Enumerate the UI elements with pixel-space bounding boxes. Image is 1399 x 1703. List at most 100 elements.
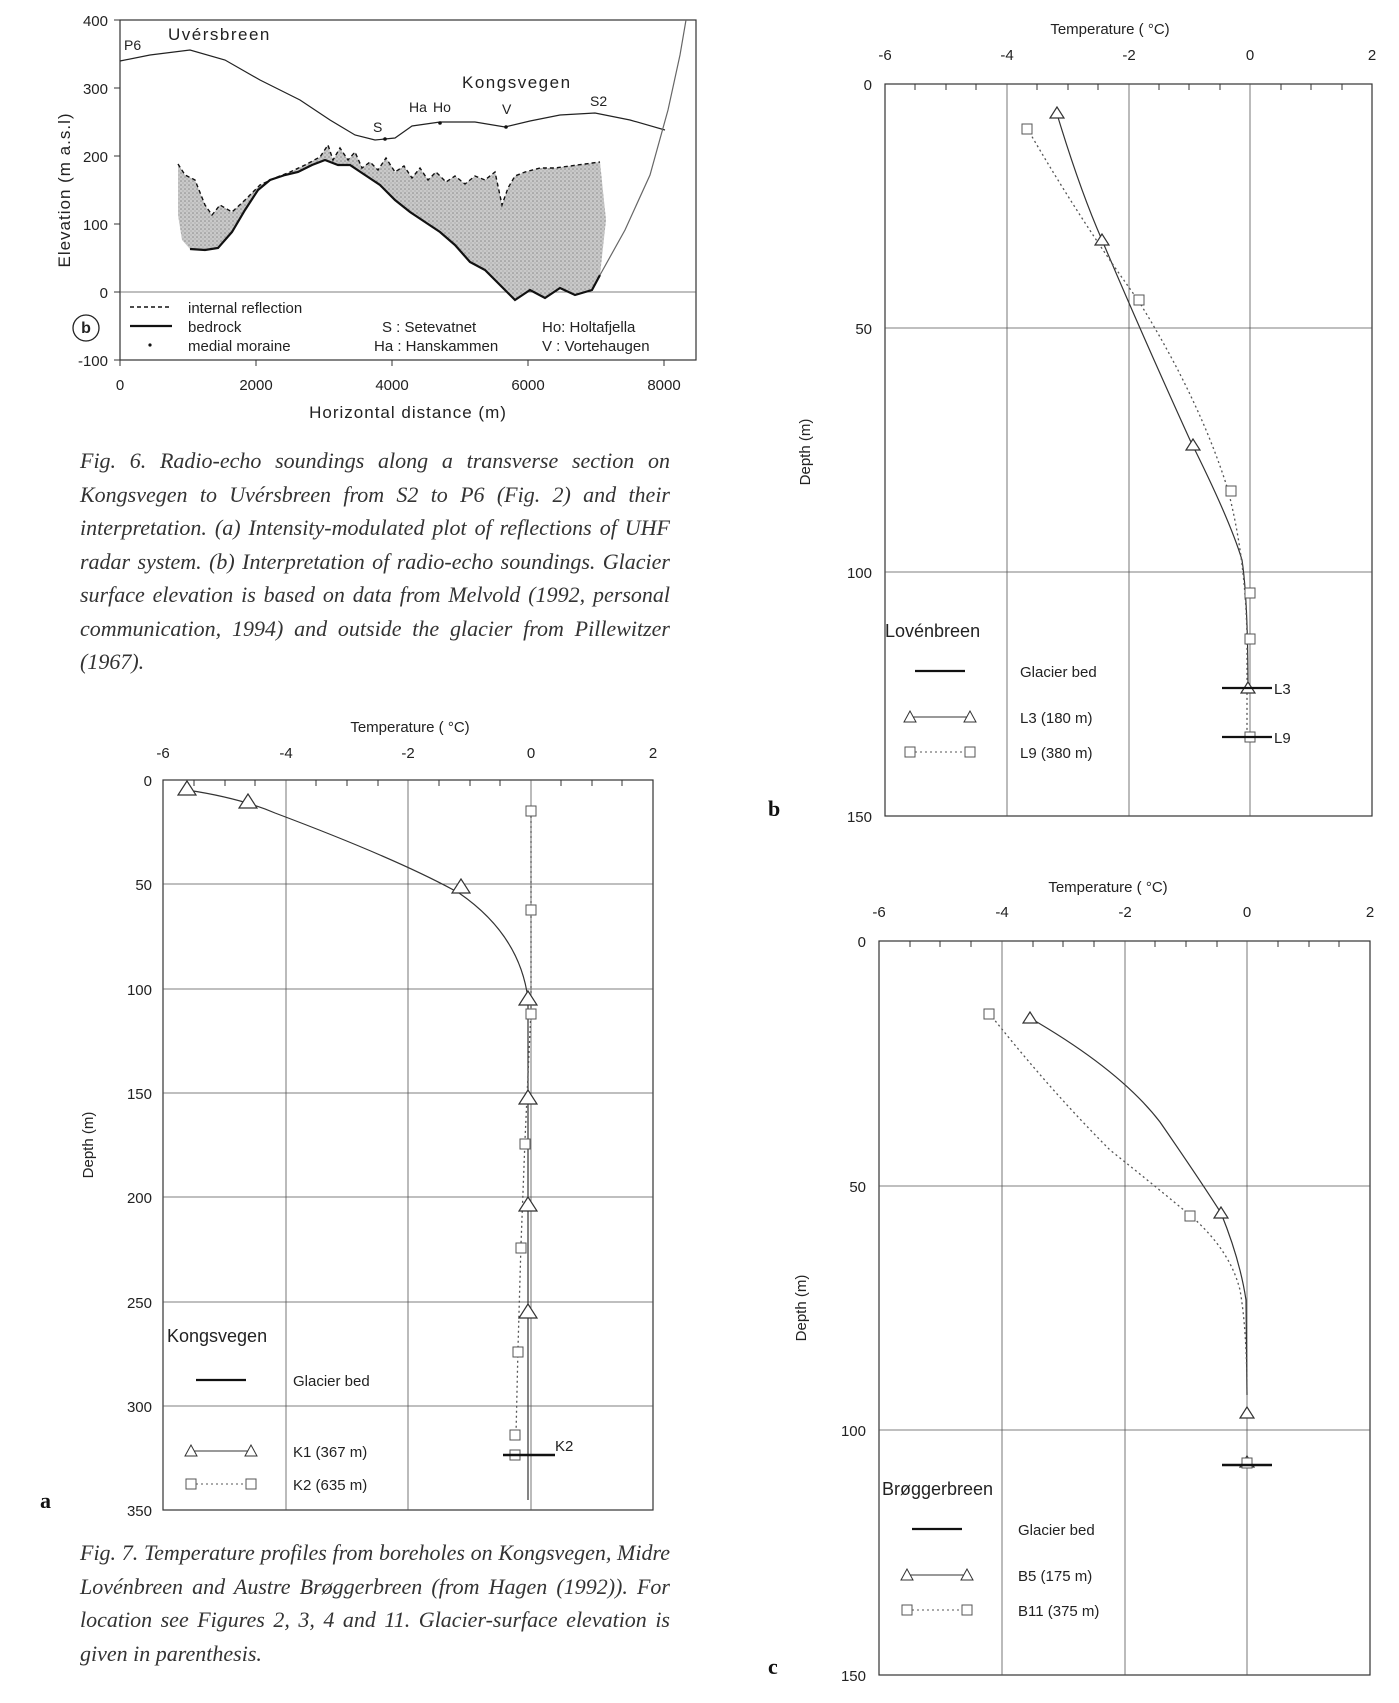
fig7c-yticks: 0 50 100 150: [841, 934, 866, 1685]
ice-body: [178, 145, 606, 300]
fig6-xlabel: Horizontal distance (m): [309, 403, 507, 422]
fig6-xtick: 0: [116, 377, 124, 394]
fig7c-panel-letter: c: [768, 1654, 778, 1679]
l9-point: [1225, 485, 1237, 497]
fig7c-ytick: 100: [841, 1423, 866, 1440]
l3-point: [1093, 232, 1111, 246]
k2-markers: [509, 805, 537, 1461]
k2-point: [519, 1138, 531, 1150]
fig7a-minor-ticks: [193, 780, 623, 786]
fig7b-title: Lovénbreen: [885, 621, 980, 641]
l3-markers: [1048, 105, 1257, 694]
fig7a-xtick: -2: [401, 745, 414, 762]
label-ho: Ho: [433, 99, 451, 115]
b5-markers: [1021, 1010, 1256, 1468]
legend-b5-label: B5 (175 m): [1018, 1568, 1092, 1585]
fig7b-panel-letter: b: [768, 796, 780, 821]
fig7-caption: Fig. 7. Temperature profiles from boreho…: [80, 1540, 670, 1666]
fig7b-xtick: -4: [1000, 47, 1013, 64]
k1-point: [517, 1088, 539, 1105]
fig7a-ytick: 350: [127, 1503, 152, 1520]
bedrock-line: [189, 158, 601, 302]
fig7b-xtick: -6: [878, 47, 891, 64]
k2-point: [509, 1429, 521, 1441]
fig7a-ytick: 50: [135, 877, 152, 894]
fig7b-xlabel: Temperature ( °C): [1050, 21, 1169, 38]
legend-l3-marker: [903, 709, 917, 723]
legend-b5-marker: [960, 1567, 974, 1581]
fig6-ytick-marks: [114, 19, 120, 361]
legend-bed-label: Glacier bed: [1020, 664, 1097, 681]
fig7a-ylabel: Depth (m): [80, 1112, 97, 1179]
fig7b-xtick: -2: [1122, 47, 1135, 64]
fig6-xtick: 2000: [239, 377, 272, 394]
fig7b-yticks: 0 50 100 150: [847, 77, 872, 826]
fig7a-ytick: 0: [144, 773, 152, 790]
fig7a-ytick: 150: [127, 1086, 152, 1103]
k2-bed-label: K2: [555, 1438, 573, 1455]
legend-dot: [148, 343, 152, 347]
legend-bed-label: Glacier bed: [293, 1373, 370, 1390]
l9-point: [1021, 123, 1033, 135]
fig7c-xtick: 0: [1243, 904, 1251, 921]
label-kongsvegen: Kongsvegen: [462, 73, 572, 92]
legend-k1-label: K1 (367 m): [293, 1444, 367, 1461]
l3-point: [1048, 105, 1066, 119]
legend-l9-label: L9 (380 m): [1020, 745, 1093, 762]
fig7a-ytick: 250: [127, 1295, 152, 1312]
fig7a-ytick: 100: [127, 982, 152, 999]
b11-point: [1184, 1210, 1196, 1222]
l9-markers: [1021, 123, 1256, 743]
b11-point: [1241, 1457, 1253, 1469]
fig7c-ytick: 150: [841, 1668, 866, 1685]
fig7a-yticks: 0 50 100 150 200 250 300 350: [127, 773, 152, 1520]
b11-markers: [983, 1008, 1253, 1469]
fig7b-ytick: 0: [864, 77, 872, 94]
fig7b-xtick: 0: [1246, 47, 1254, 64]
fig7b-xticks: -6 -4 -2 0 2: [878, 47, 1376, 64]
moraine-dot: [504, 125, 508, 129]
k1-point: [517, 1302, 539, 1319]
legend-ho: Ho: Holtafjella: [542, 319, 636, 336]
fig6-panel-label: b: [81, 320, 91, 337]
l9-bed-label: L9: [1274, 730, 1291, 747]
fig7a-chart: Temperature ( °C) -6 -4 -2 0 2 0 50 100 …: [40, 719, 657, 1520]
fig7c-xtick: -6: [872, 904, 885, 921]
b11-point: [983, 1008, 995, 1020]
legend-l3-label: L3 (180 m): [1020, 710, 1093, 727]
legend-bed-label: Glacier bed: [1018, 1522, 1095, 1539]
fig6-ylabel: Elevation (m a.s.l): [55, 112, 74, 267]
k2-point: [525, 1008, 537, 1020]
k1-markers: [176, 779, 539, 1319]
moraine-dot: [383, 137, 387, 141]
l3-point: [1184, 437, 1202, 451]
valley-side-line: [599, 19, 687, 276]
fig7c-xlabel: Temperature ( °C): [1048, 879, 1167, 896]
fig6-xtick: 6000: [511, 377, 544, 394]
label-ha: Ha: [409, 99, 427, 115]
fig7c-chart: Temperature ( °C) -6 -4 -2 0 2 0 50 100 …: [768, 879, 1374, 1685]
k1-point: [176, 779, 198, 796]
fig7c-ylabel: Depth (m): [793, 1275, 810, 1342]
b11-line: [988, 1012, 1248, 1398]
k2-point: [515, 1242, 527, 1254]
fig7a-xticks: -6 -4 -2 0 2: [156, 745, 657, 762]
legend-b11-marker: [901, 1604, 913, 1616]
label-uversbreen: Uvérsbreen: [168, 25, 271, 44]
legend-ha: Ha : Hanskammen: [374, 338, 498, 355]
fig7c-grid: [879, 941, 1370, 1675]
fig7a-title: Kongsvegen: [167, 1326, 267, 1346]
l9-line: [1026, 127, 1248, 735]
fig7c-xtick: -4: [995, 904, 1008, 921]
legend-s: S : Setevatnet: [382, 319, 477, 336]
b5-point: [1021, 1010, 1039, 1024]
fig7b-ytick: 150: [847, 809, 872, 826]
fig7c-ytick: 0: [858, 934, 866, 951]
legend-k2-marker: [185, 1478, 197, 1490]
l9-point: [1133, 294, 1145, 306]
legend-b5-marker: [900, 1567, 914, 1581]
internal-reflection-line: [177, 143, 601, 217]
l9-point: [1244, 587, 1256, 599]
fig7a-panel-letter: a: [40, 1488, 51, 1513]
k1-point: [450, 877, 472, 894]
